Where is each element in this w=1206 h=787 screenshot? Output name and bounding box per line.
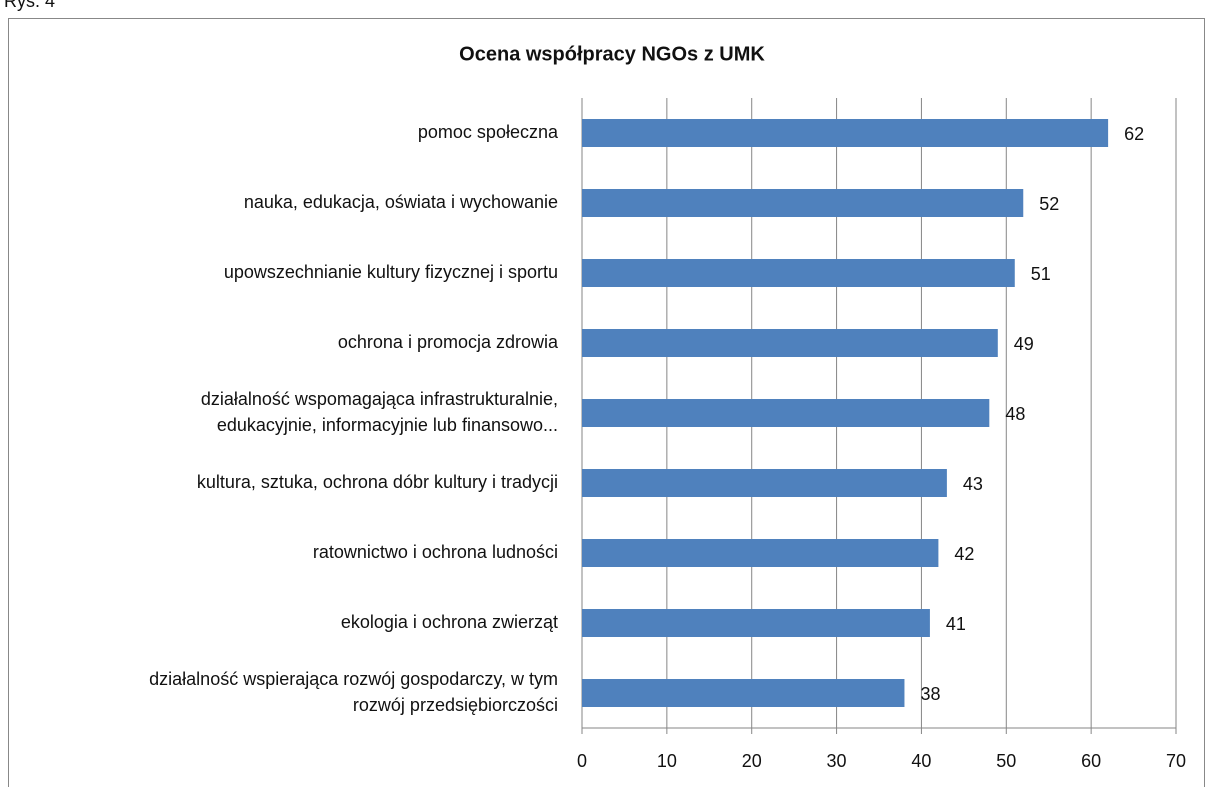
caption: Rys. 4 bbox=[4, 0, 55, 11]
value-label: 48 bbox=[1005, 404, 1025, 424]
value-label: 62 bbox=[1124, 124, 1144, 144]
y-tick-label: kultura, sztuka, ochrona dóbr kultury i … bbox=[197, 472, 558, 492]
x-tick-label: 40 bbox=[911, 751, 931, 771]
bar bbox=[582, 679, 905, 707]
x-tick-label: 0 bbox=[577, 751, 587, 771]
value-label: 49 bbox=[1014, 334, 1034, 354]
bar bbox=[582, 399, 990, 427]
bar bbox=[582, 539, 939, 567]
chart-title: Ocena współpracy NGOs z UMK bbox=[459, 43, 765, 65]
value-label: 42 bbox=[954, 544, 974, 564]
bar bbox=[582, 329, 998, 357]
x-tick-label: 50 bbox=[996, 751, 1016, 771]
bar bbox=[582, 119, 1109, 147]
x-tick-label: 10 bbox=[657, 751, 677, 771]
y-tick-label: upowszechnianie kultury fizycznej i spor… bbox=[224, 262, 558, 282]
y-tick-label: pomoc społeczna bbox=[418, 122, 559, 142]
value-label: 52 bbox=[1039, 194, 1059, 214]
value-label: 43 bbox=[963, 474, 983, 494]
value-label: 51 bbox=[1031, 264, 1051, 284]
bar bbox=[582, 609, 930, 637]
y-tick-label: działalność wspierająca rozwój gospodarc… bbox=[149, 669, 558, 715]
bar bbox=[582, 469, 947, 497]
y-tick-label: działalność wspomagająca infrastruktural… bbox=[201, 389, 558, 435]
x-tick-label: 70 bbox=[1166, 751, 1186, 771]
y-tick-label: ekologia i ochrona zwierząt bbox=[341, 612, 558, 632]
bar bbox=[582, 189, 1024, 217]
x-tick-label: 30 bbox=[827, 751, 847, 771]
bar bbox=[582, 259, 1015, 287]
y-tick-label: ratownictwo i ochrona ludności bbox=[313, 542, 558, 562]
chart-frame bbox=[8, 18, 1205, 787]
y-tick-label: ochrona i promocja zdrowia bbox=[338, 332, 559, 352]
value-label: 38 bbox=[920, 684, 940, 704]
x-tick-label: 20 bbox=[742, 751, 762, 771]
y-tick-label: nauka, edukacja, oświata i wychowanie bbox=[244, 192, 558, 212]
value-label: 41 bbox=[946, 614, 966, 634]
x-tick-label: 60 bbox=[1081, 751, 1101, 771]
